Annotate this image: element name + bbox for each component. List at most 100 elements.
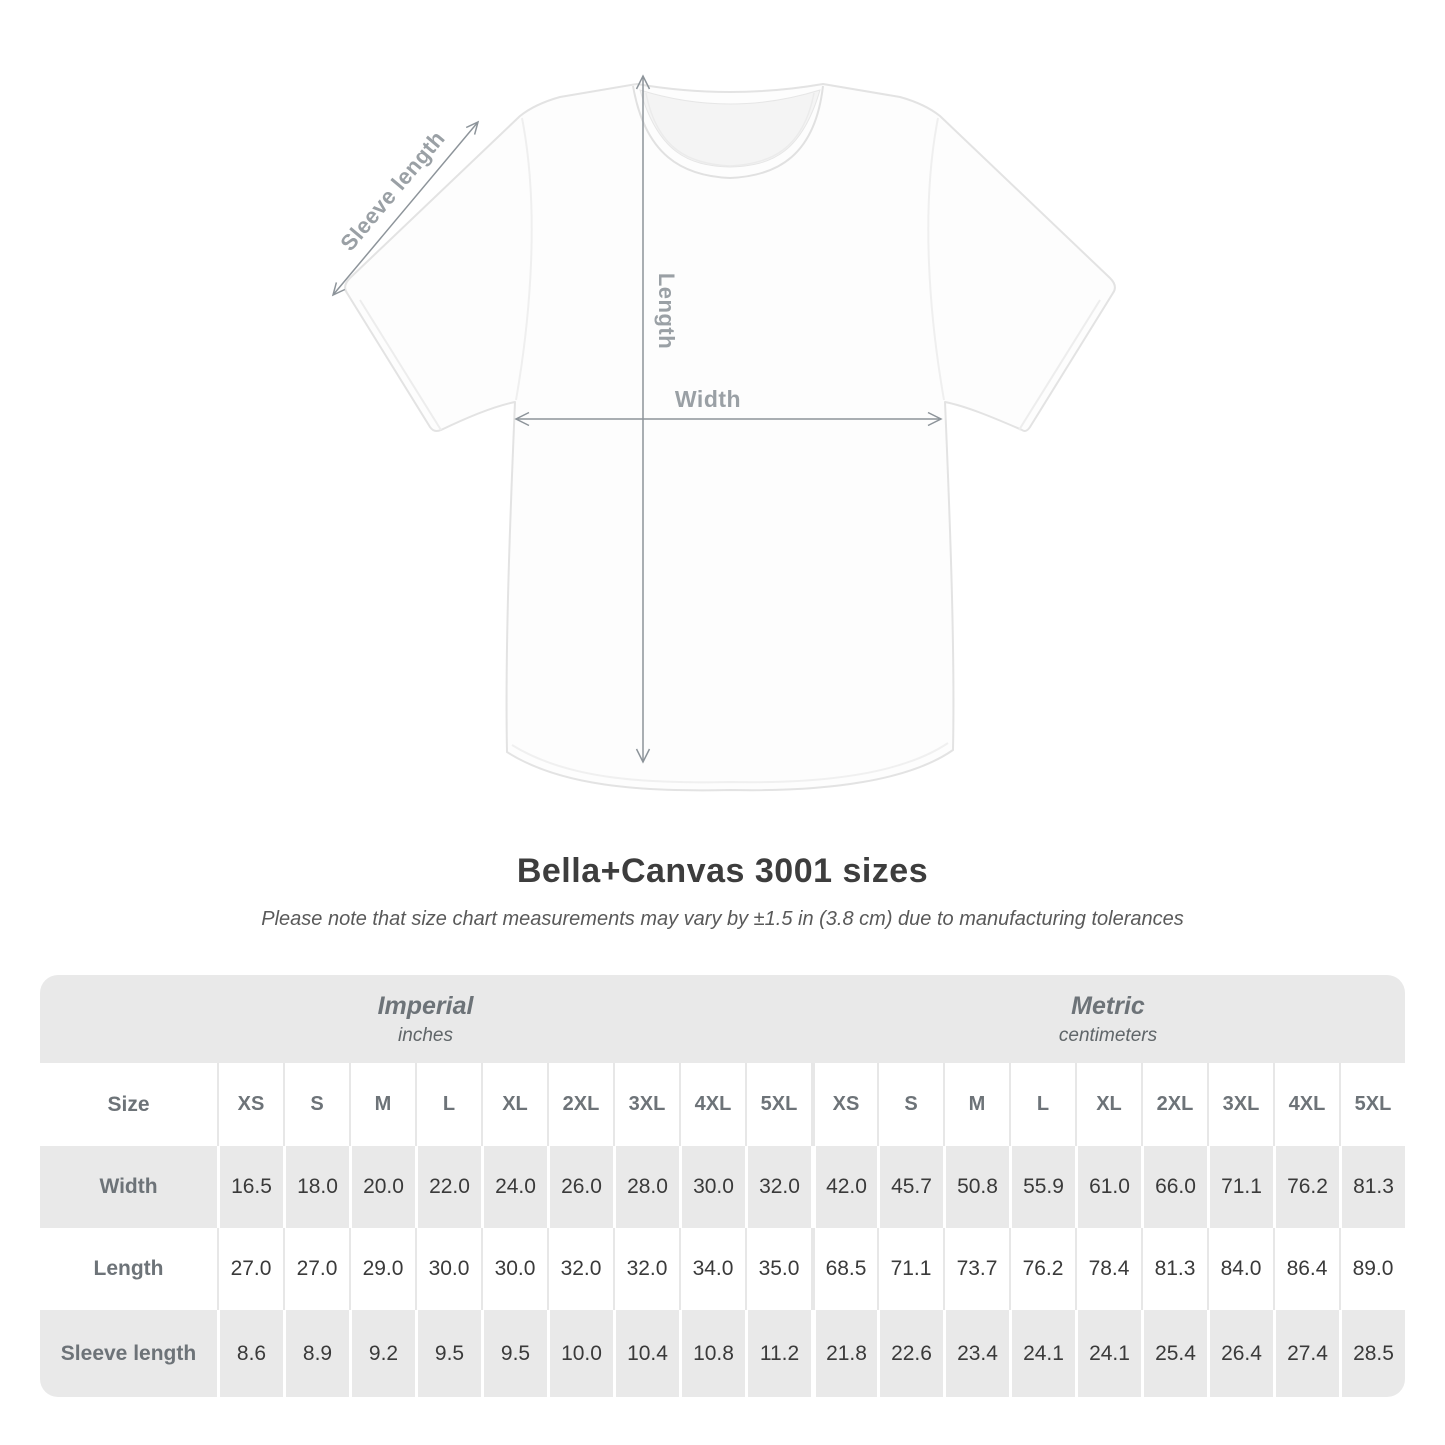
tshirt-measurement-diagram: Sleeve length Length Width — [331, 74, 1116, 792]
value-cell: 18.0 — [283, 1146, 349, 1228]
measure-row: Sleeve length 8.6 8.9 9.2 9.5 9.5 10.0 10.4 10.8… — [40, 1310, 1405, 1397]
value-cell: 21.8 — [811, 1310, 877, 1397]
size-col-header: L — [415, 1063, 481, 1146]
value-cell: 8.6 — [217, 1310, 283, 1397]
value-cell: 10.8 — [679, 1310, 745, 1397]
value-cell: 71.1 — [1207, 1146, 1273, 1228]
left-sleeve-hem — [359, 299, 442, 431]
unit-header-band: Imperial inches Metric centimeters — [40, 975, 1405, 1063]
size-col-header: 5XL — [1339, 1063, 1405, 1146]
value-cell: 76.2 — [1273, 1146, 1339, 1228]
value-cell: 24.0 — [481, 1146, 547, 1228]
collar-opening — [639, 89, 821, 168]
value-cell: 27.0 — [283, 1228, 349, 1310]
measure-row: Width 16.5 18.0 20.0 22.0 24.0 26.0 28.0 30.0 32.… — [40, 1146, 1405, 1228]
size-col-header: S — [283, 1063, 349, 1146]
right-sleeve-hem — [1018, 299, 1101, 431]
size-table-body: Width 16.5 18.0 20.0 22.0 24.0 26.0 28.0 30.0 32.… — [40, 1146, 1405, 1397]
value-cell: 23.4 — [943, 1310, 1009, 1397]
value-cell: 26.4 — [1207, 1310, 1273, 1397]
value-cell: 86.4 — [1273, 1228, 1339, 1310]
value-cell: 84.0 — [1207, 1228, 1273, 1310]
metric-title: Metric — [1071, 991, 1145, 1020]
value-cell: 27.0 — [217, 1228, 283, 1310]
size-col-header: M — [943, 1063, 1009, 1146]
size-col-header: 4XL — [679, 1063, 745, 1146]
value-cell: 9.2 — [349, 1310, 415, 1397]
value-cell: 50.8 — [943, 1146, 1009, 1228]
imperial-header: Imperial inches — [40, 975, 811, 1063]
size-col-header: XS — [217, 1063, 283, 1146]
value-cell: 20.0 — [349, 1146, 415, 1228]
value-cell: 32.0 — [613, 1228, 679, 1310]
value-cell: 66.0 — [1141, 1146, 1207, 1228]
value-cell: 11.2 — [745, 1310, 811, 1397]
bottom-hem-seam — [511, 742, 949, 784]
size-col-header: 2XL — [547, 1063, 613, 1146]
row-label: Sleeve length — [60, 1341, 197, 1365]
value-cell: 25.4 — [1141, 1310, 1207, 1397]
size-col-header: S — [877, 1063, 943, 1146]
value-cell: 32.0 — [745, 1146, 811, 1228]
value-cell: 34.0 — [679, 1228, 745, 1310]
value-cell: 24.1 — [1009, 1310, 1075, 1397]
value-cell: 61.0 — [1075, 1146, 1141, 1228]
value-cell: 22.0 — [415, 1146, 481, 1228]
measure-row: Length 27.0 27.0 29.0 30.0 30.0 32.0 32.0 34.0 35… — [40, 1228, 1405, 1310]
value-cell: 29.0 — [349, 1228, 415, 1310]
value-cell: 30.0 — [679, 1146, 745, 1228]
imperial-title: Imperial — [377, 991, 474, 1020]
value-cell: 81.3 — [1339, 1146, 1405, 1228]
value-cell: 89.0 — [1339, 1228, 1405, 1310]
imperial-unit: inches — [398, 1024, 453, 1046]
metric-unit: centimeters — [1058, 1024, 1158, 1046]
size-col-header: 5XL — [745, 1063, 811, 1146]
width-arrow — [514, 411, 943, 427]
size-col-header: 3XL — [1207, 1063, 1273, 1146]
right-armhole-seam — [927, 117, 945, 401]
value-cell: 28.0 — [613, 1146, 679, 1228]
left-armhole-seam — [515, 117, 533, 401]
value-cell: 22.6 — [877, 1310, 943, 1397]
value-cell: 28.5 — [1339, 1310, 1405, 1397]
size-col-header: 2XL — [1141, 1063, 1207, 1146]
value-cell: 8.9 — [283, 1310, 349, 1397]
size-col-header: 4XL — [1273, 1063, 1339, 1146]
value-cell: 55.9 — [1009, 1146, 1075, 1228]
value-cell: 16.5 — [217, 1146, 283, 1228]
width-label: Width — [674, 386, 742, 412]
size-col-header: L — [1009, 1063, 1075, 1146]
value-cell: 76.2 — [1009, 1228, 1075, 1310]
size-col-header: XS — [811, 1063, 877, 1146]
sleeve-length-arrow — [331, 120, 480, 297]
row-label: Width — [99, 1175, 158, 1198]
collar-band-seam — [632, 85, 824, 180]
value-cell: 71.1 — [877, 1228, 943, 1310]
size-col-header: 3XL — [613, 1063, 679, 1146]
size-col-header: XL — [481, 1063, 547, 1146]
row-label: Length — [93, 1257, 164, 1280]
size-col-header: M — [349, 1063, 415, 1146]
page-subtitle: Please note that size chart measurements… — [261, 908, 1184, 930]
size-header-row: Size XS S M L XL 2XL 3XL 4XL 5XL XS S M L XL 2XL 3XL 4XL… — [40, 1063, 1405, 1146]
value-cell: 10.0 — [547, 1310, 613, 1397]
value-cell: 35.0 — [745, 1228, 811, 1310]
value-cell: 78.4 — [1075, 1228, 1141, 1310]
value-cell: 81.3 — [1141, 1228, 1207, 1310]
value-cell: 68.5 — [811, 1228, 877, 1310]
value-cell: 42.0 — [811, 1146, 877, 1228]
value-cell: 30.0 — [415, 1228, 481, 1310]
value-cell: 73.7 — [943, 1228, 1009, 1310]
tshirt-image — [331, 74, 1116, 792]
value-cell: 45.7 — [877, 1146, 943, 1228]
value-cell: 9.5 — [481, 1310, 547, 1397]
metric-header: Metric centimeters — [811, 975, 1405, 1063]
value-cell: 24.1 — [1075, 1310, 1141, 1397]
value-cell: 30.0 — [481, 1228, 547, 1310]
size-header-label: Size — [107, 1092, 150, 1116]
value-cell: 32.0 — [547, 1228, 613, 1310]
size-col-header: XL — [1075, 1063, 1141, 1146]
length-label: Length — [654, 272, 679, 350]
value-cell: 27.4 — [1273, 1310, 1339, 1397]
